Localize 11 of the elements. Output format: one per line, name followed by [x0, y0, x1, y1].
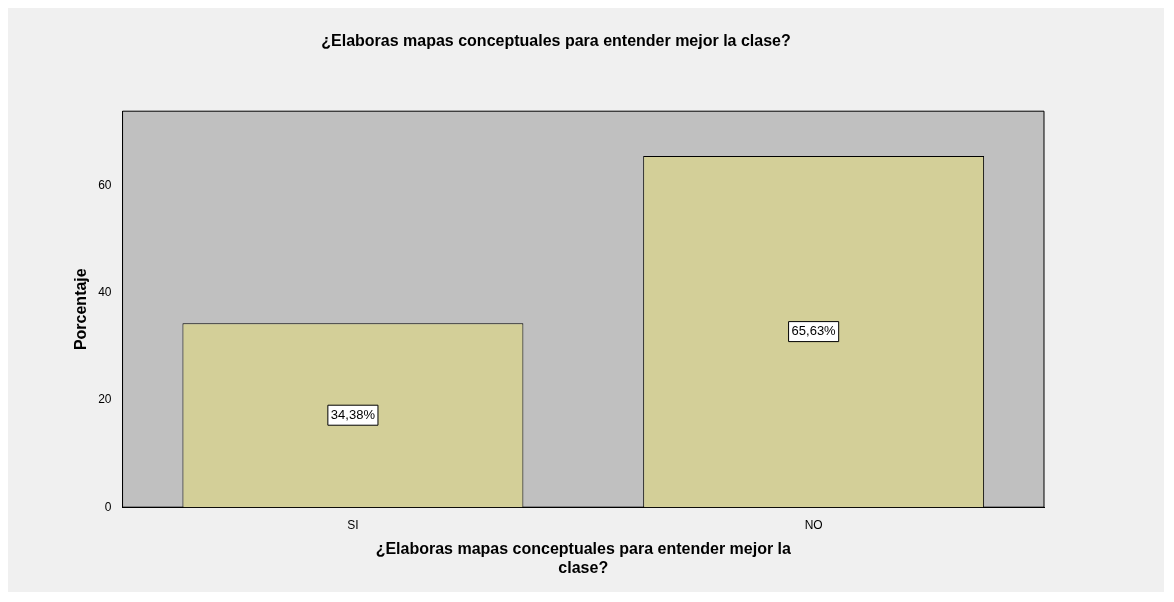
x-tick-label: NO [804, 517, 823, 532]
x-tick-label: SI [347, 517, 359, 532]
y-tick-label: 60 [98, 178, 112, 193]
data-label: 34,38% [330, 406, 376, 422]
y-tick-label: 20 [98, 392, 112, 407]
chart-title: ¿Elaboras mapas conceptuales para entender mejor la clase? [321, 32, 791, 50]
x-axis-title: ¿Elaboras mapas conceptuales para entender mejor la clase? [375, 539, 792, 576]
y-tick-label: 40 [98, 285, 112, 300]
y-tick-label: 0 [104, 499, 112, 514]
y-axis-title: Porcentaje [72, 268, 90, 351]
data-label: 65,63% [791, 323, 837, 339]
